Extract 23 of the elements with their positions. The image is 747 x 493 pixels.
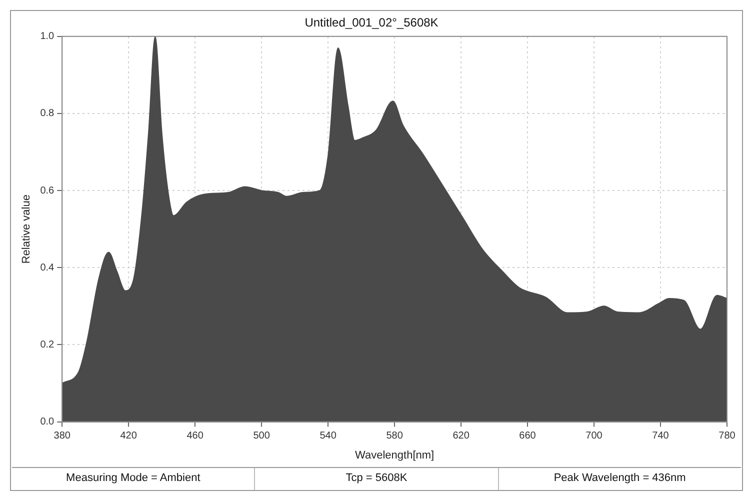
x-tick-label: 660 [519,430,536,442]
x-tick-label: 580 [386,430,404,442]
text: Peak Wavelength = 436nm [498,468,741,490]
x-tick-label: 420 [120,430,138,442]
x-tick-label: 380 [54,430,71,442]
y-tick-label: 0.2 [40,339,55,350]
chart-title: Untitled_001_02°_5608K [304,16,438,30]
x-tick-label: 780 [718,430,736,442]
y-tick-label: 1.0 [40,31,55,42]
x-tick-label: 500 [253,430,270,442]
x-tick-label: 620 [452,430,470,442]
x-tick-label: 540 [320,430,337,442]
y-tick-label: 0.8 [40,108,55,120]
y-axis-title: Relative value [20,194,33,264]
x-axis-title: Wavelength[nm] [355,449,434,462]
y-tick-label: 0.4 [40,262,55,274]
x-tick-label: 740 [652,430,670,442]
y-tick-label: 0.0 [40,416,55,428]
y-tick-label: 0.6 [40,185,55,196]
text: Measuring Mode = Ambient [65,471,202,486]
x-tick-label: 460 [186,430,204,442]
x-tick-label: 700 [586,430,603,442]
text: Tcp = 5608K [254,468,498,490]
